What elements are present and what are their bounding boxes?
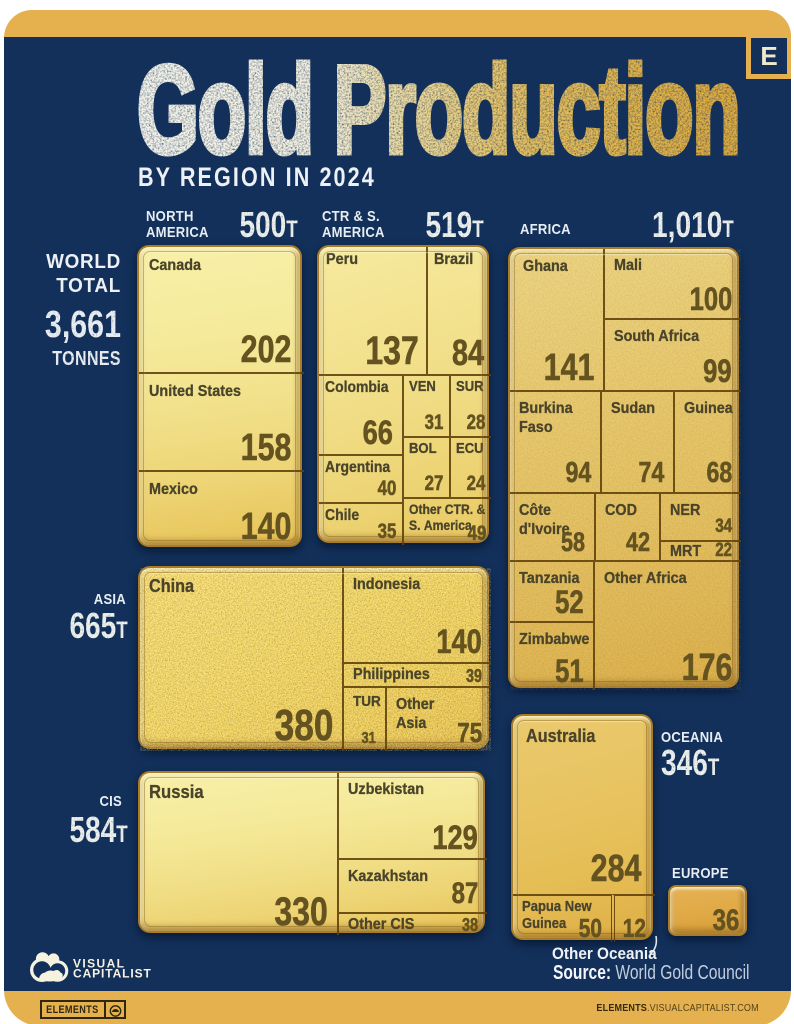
svg-text:Gold Production: Gold Production — [137, 41, 740, 170]
svg-text:CAPITALIST: CAPITALIST — [73, 967, 152, 981]
svg-text:VISUAL: VISUAL — [73, 957, 125, 971]
